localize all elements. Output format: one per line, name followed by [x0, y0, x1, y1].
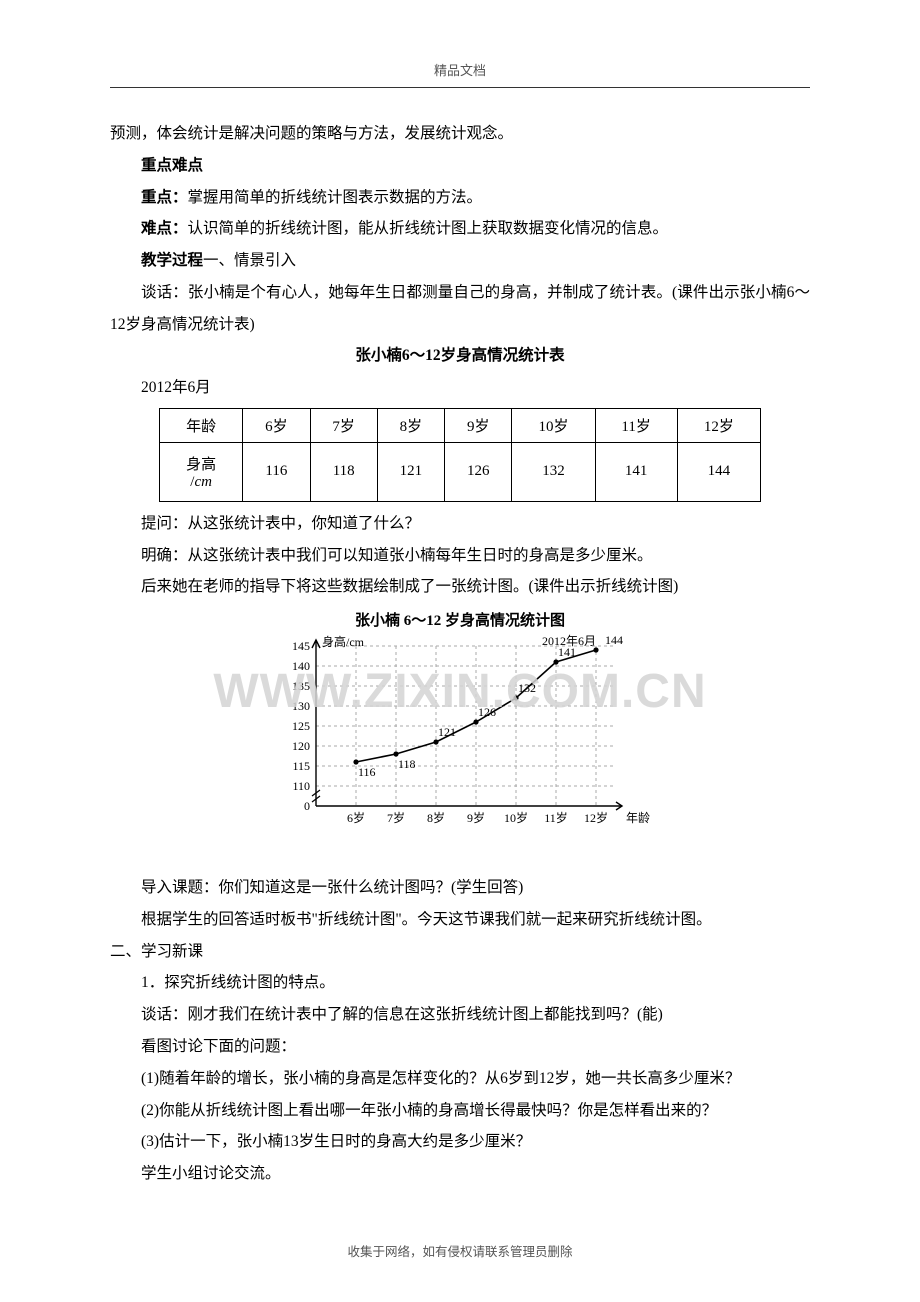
height-l1: 身高	[164, 453, 238, 474]
td-v: 121	[377, 442, 444, 501]
height-table: 年龄 6岁 7岁 8岁 9岁 10岁 11岁 12岁 身高 /cm 116 11…	[159, 408, 761, 502]
th-c: 10岁	[512, 408, 595, 442]
para-11: (1)随着年龄的增长，张小楠的身高是怎样变化的？从6岁到12岁，她一共长高多少厘…	[110, 1063, 810, 1095]
svg-text:121: 121	[438, 725, 456, 739]
svg-text:144: 144	[605, 633, 623, 647]
header-label: 精品文档	[110, 60, 810, 79]
svg-text:8岁: 8岁	[427, 810, 445, 825]
para-zd: 重点：掌握用简单的折线统计图表示数据的方法。	[110, 182, 810, 214]
text-nd: 认识简单的折线统计图，能从折线统计图上获取数据变化情况的信息。	[188, 220, 669, 237]
para-talk1: 谈话：张小楠是个有心人，她每年生日都测量自己的身高，并制成了统计表。(课件出示张…	[110, 277, 810, 341]
svg-text:年龄: 年龄	[626, 811, 650, 825]
para-pred: 预测，体会统计是解决问题的策略与方法，发展统计观念。	[110, 118, 810, 150]
table-row: 身高 /cm 116 118 121 126 132 141 144	[160, 442, 761, 501]
svg-text:12岁: 12岁	[584, 810, 608, 825]
para-clear: 明确：从这张统计表中我们可以知道张小楠每年生日时的身高是多少厘米。	[110, 540, 810, 572]
svg-text:126: 126	[478, 705, 496, 719]
svg-text:118: 118	[398, 757, 416, 771]
td-v: 132	[512, 442, 595, 501]
svg-text:145: 145	[292, 639, 310, 653]
svg-text:141: 141	[558, 645, 576, 659]
svg-text:0: 0	[304, 799, 310, 813]
td-v: 141	[595, 442, 677, 501]
svg-text:130: 130	[292, 699, 310, 713]
svg-text:140: 140	[292, 659, 310, 673]
para-q1: 提问：从这张统计表中，你知道了什么？	[110, 508, 810, 540]
svg-text:115: 115	[292, 759, 310, 773]
svg-text:135: 135	[292, 679, 310, 693]
height-l2: /cm	[164, 474, 238, 491]
svg-text:116: 116	[358, 765, 376, 779]
para-9: 谈话：刚才我们在统计表中了解的信息在这张折线统计图上都能找到吗？(能)	[110, 999, 810, 1031]
th-c: 8岁	[377, 408, 444, 442]
para-jxgc: 教学过程一、情景引入	[110, 245, 810, 277]
svg-text:110: 110	[292, 779, 310, 793]
para-12: (2)你能从折线统计图上看出哪一年张小楠的身高增长得最快吗？你是怎样看出来的？	[110, 1095, 810, 1127]
height-line-chart: 2012年6月身高/cm01101151201251301351401456岁7…	[260, 632, 660, 862]
th-c: 11岁	[595, 408, 677, 442]
para-8: 1．探究折线统计图的特点。	[110, 967, 810, 999]
para-board: 根据学生的回答适时板书"折线统计图"。今天这节课我们就一起来研究折线统计图。	[110, 904, 810, 936]
svg-text:6岁: 6岁	[347, 810, 365, 825]
th-c: 6岁	[243, 408, 310, 442]
th-c: 9岁	[445, 408, 512, 442]
svg-text:身高/cm: 身高/cm	[322, 634, 365, 649]
label-nd: 难点：	[141, 220, 188, 237]
label-jxgc: 教学过程	[141, 252, 203, 269]
table-row: 年龄 6岁 7岁 8岁 9岁 10岁 11岁 12岁	[160, 408, 761, 442]
para-intro: 导入课题：你们知道这是一张什么统计图吗？(学生回答)	[110, 872, 810, 904]
svg-text:11岁: 11岁	[544, 810, 568, 825]
svg-text:10岁: 10岁	[504, 810, 528, 825]
td-v: 118	[310, 442, 377, 501]
td-v: 126	[445, 442, 512, 501]
para-nd: 难点：认识简单的折线统计图，能从折线统计图上获取数据变化情况的信息。	[110, 213, 810, 245]
svg-text:125: 125	[292, 719, 310, 733]
header-rule	[110, 87, 810, 88]
text-zd: 掌握用简单的折线统计图表示数据的方法。	[188, 189, 483, 206]
heading-zdnd: 重点难点	[110, 150, 810, 182]
th-age: 年龄	[160, 408, 243, 442]
table-date: 2012年6月	[110, 372, 810, 404]
footer-label: 收集于网络，如有侵权请联系管理员删除	[0, 1241, 920, 1260]
svg-text:132: 132	[518, 681, 536, 695]
svg-text:120: 120	[292, 739, 310, 753]
label-zd: 重点：	[141, 189, 188, 206]
svg-text:7岁: 7岁	[387, 810, 405, 825]
table-title: 张小楠6～12岁身高情况统计表	[110, 340, 810, 372]
para-14: 学生小组讨论交流。	[110, 1158, 810, 1190]
para-later: 后来她在老师的指导下将这些数据绘制成了一张统计图。(课件出示折线统计图)	[110, 571, 810, 603]
th-c: 12岁	[677, 408, 760, 442]
para-13: (3)估计一下，张小楠13岁生日时的身高大约是多少厘米？	[110, 1126, 810, 1158]
svg-text:9岁: 9岁	[467, 810, 485, 825]
chart-title: 张小楠 6～12 岁身高情况统计图	[110, 609, 810, 630]
th-c: 7岁	[310, 408, 377, 442]
td-height-head: 身高 /cm	[160, 442, 243, 501]
td-v: 144	[677, 442, 760, 501]
para-10: 看图讨论下面的问题：	[110, 1031, 810, 1063]
chart-wrap: 张小楠 6～12 岁身高情况统计图 2012年6月身高/cm0110115120…	[110, 609, 810, 862]
section-2: 二、学习新课	[110, 936, 810, 968]
td-v: 116	[243, 442, 310, 501]
text-jxgc: 一、情景引入	[203, 252, 296, 269]
